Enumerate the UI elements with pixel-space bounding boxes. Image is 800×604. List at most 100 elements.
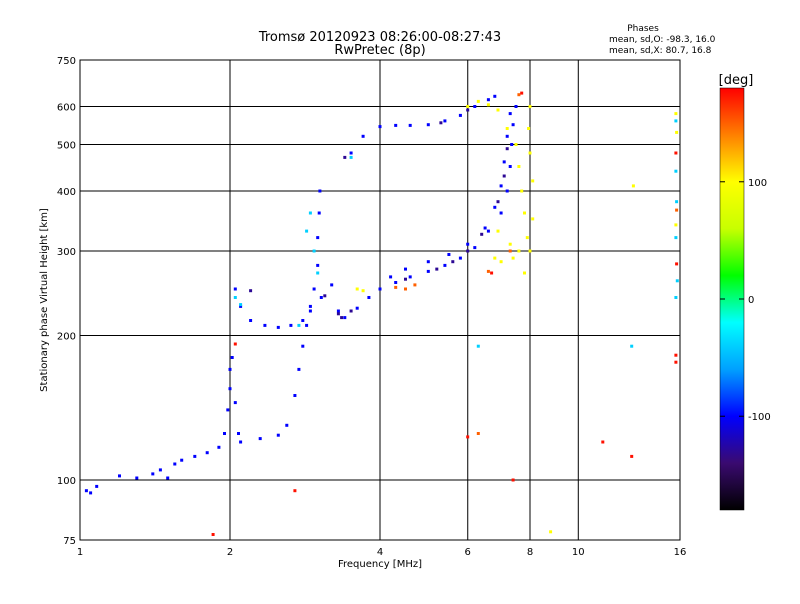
data-point-blue [378,125,382,129]
data-point-yellow [675,130,679,134]
data-point-yellow [528,105,532,108]
data-point-yellow [466,105,470,108]
data-point-blue [483,226,487,230]
data-point-blue [89,491,93,495]
data-point-yellow [493,256,497,260]
data-point-yellow [527,127,531,130]
data-point-blue [308,309,312,313]
data-point-blue [158,468,162,472]
chart-title: Tromsø 20120923 08:26:00-08:27:43 [258,30,501,45]
colorbar-tick-label: 0 [748,295,754,306]
data-point-blue [349,151,353,155]
data-point-cyan [674,169,678,173]
data-point-orange [508,249,512,253]
x-tick-label: 2 [227,547,233,558]
data-point-yellow [528,249,532,253]
data-point-blue [233,401,237,405]
data-point-blue [499,184,503,188]
data-point-yellow [476,99,480,103]
data-point-cyan [675,200,679,204]
x-tick-label: 8 [527,547,533,558]
data-point-blue [308,304,312,308]
data-point-blue [239,440,243,444]
data-point-yellow [517,165,521,168]
colorbar-tick-label: -100 [748,412,771,423]
data-point-purple [480,232,484,236]
x-tick-label: 16 [674,547,687,558]
data-point-purple [451,260,455,264]
x-tick-label: 6 [465,547,471,558]
phase-info-title: Phases [627,24,659,34]
data-point-yellow [674,112,678,116]
y-tick-label: 200 [57,332,76,343]
data-point-purple [343,155,347,159]
data-point-blue [493,94,497,98]
data-point-blue [510,143,514,146]
data-point-blue [312,287,316,291]
data-point-red [520,91,524,95]
data-point-yellow [511,256,515,260]
data-point-purple [435,267,439,271]
data-point-blue [508,112,512,116]
y-tick-label: 75 [63,536,76,547]
x-axis-label: Frequency [MHz] [338,559,422,570]
y-tick-labels: 75 100 200 300 400 500 600 750 [57,56,76,547]
data-point-cyan [476,344,480,348]
data-point-blue [508,165,512,168]
data-point-red [674,353,678,357]
data-point-blue [95,484,99,488]
data-point-blue [263,323,267,327]
colorbar-ticks: 100 0 -100 [720,178,771,423]
x-tick-labels: 1 2 4 6 8 10 16 [77,547,687,558]
data-point-blue [233,287,237,291]
data-point-blue [394,123,398,127]
data-point-blue [237,432,240,435]
data-point-blue [289,323,293,327]
data-point-yellow [496,108,500,112]
y-tick-label: 500 [57,141,76,152]
data-point-blue [258,437,262,441]
data-point-blue [118,474,121,478]
y-tick-label: 400 [57,187,76,198]
data-point-blue [473,246,477,250]
data-point-purple [439,121,443,125]
data-point-blue [408,275,412,279]
data-point-blue [301,344,305,348]
data-point-blue [226,408,230,412]
x-tick-label: 1 [77,547,83,558]
data-point-blue [318,189,322,193]
data-point-blue [458,256,462,260]
data-point-yellow [520,189,524,193]
data-point-blue [228,387,232,391]
data-point-blue [502,160,506,164]
data-point-yellow [531,179,535,183]
data-point-red [211,533,215,536]
data-point-yellow [361,289,365,293]
data-point-yellow [355,287,359,291]
data-point-blue [84,489,88,493]
data-point-yellow [528,151,532,155]
y-tick-label: 300 [57,247,76,258]
data-point-blue [217,445,221,449]
data-point-red [233,342,237,346]
plot-grid [80,60,680,540]
data-point-yellow [508,242,512,246]
data-point-cyan [297,323,301,327]
data-point-blue [301,319,305,322]
data-point-red [601,440,605,444]
data-point-blue [443,119,447,123]
data-point-blue [426,123,430,127]
data-point-purple [249,289,253,293]
data-point-blue [511,123,515,127]
data-point-blue [378,287,382,291]
data-point-yellow [486,103,490,107]
data-point-yellow [525,236,529,240]
data-point-blue [458,113,462,117]
data-point-blue [447,253,451,256]
data-point-blue [317,211,321,215]
data-point-blue [180,458,184,462]
data-point-blue [239,304,243,308]
data-point-yellow [523,211,526,215]
data-point-blue [505,134,509,138]
